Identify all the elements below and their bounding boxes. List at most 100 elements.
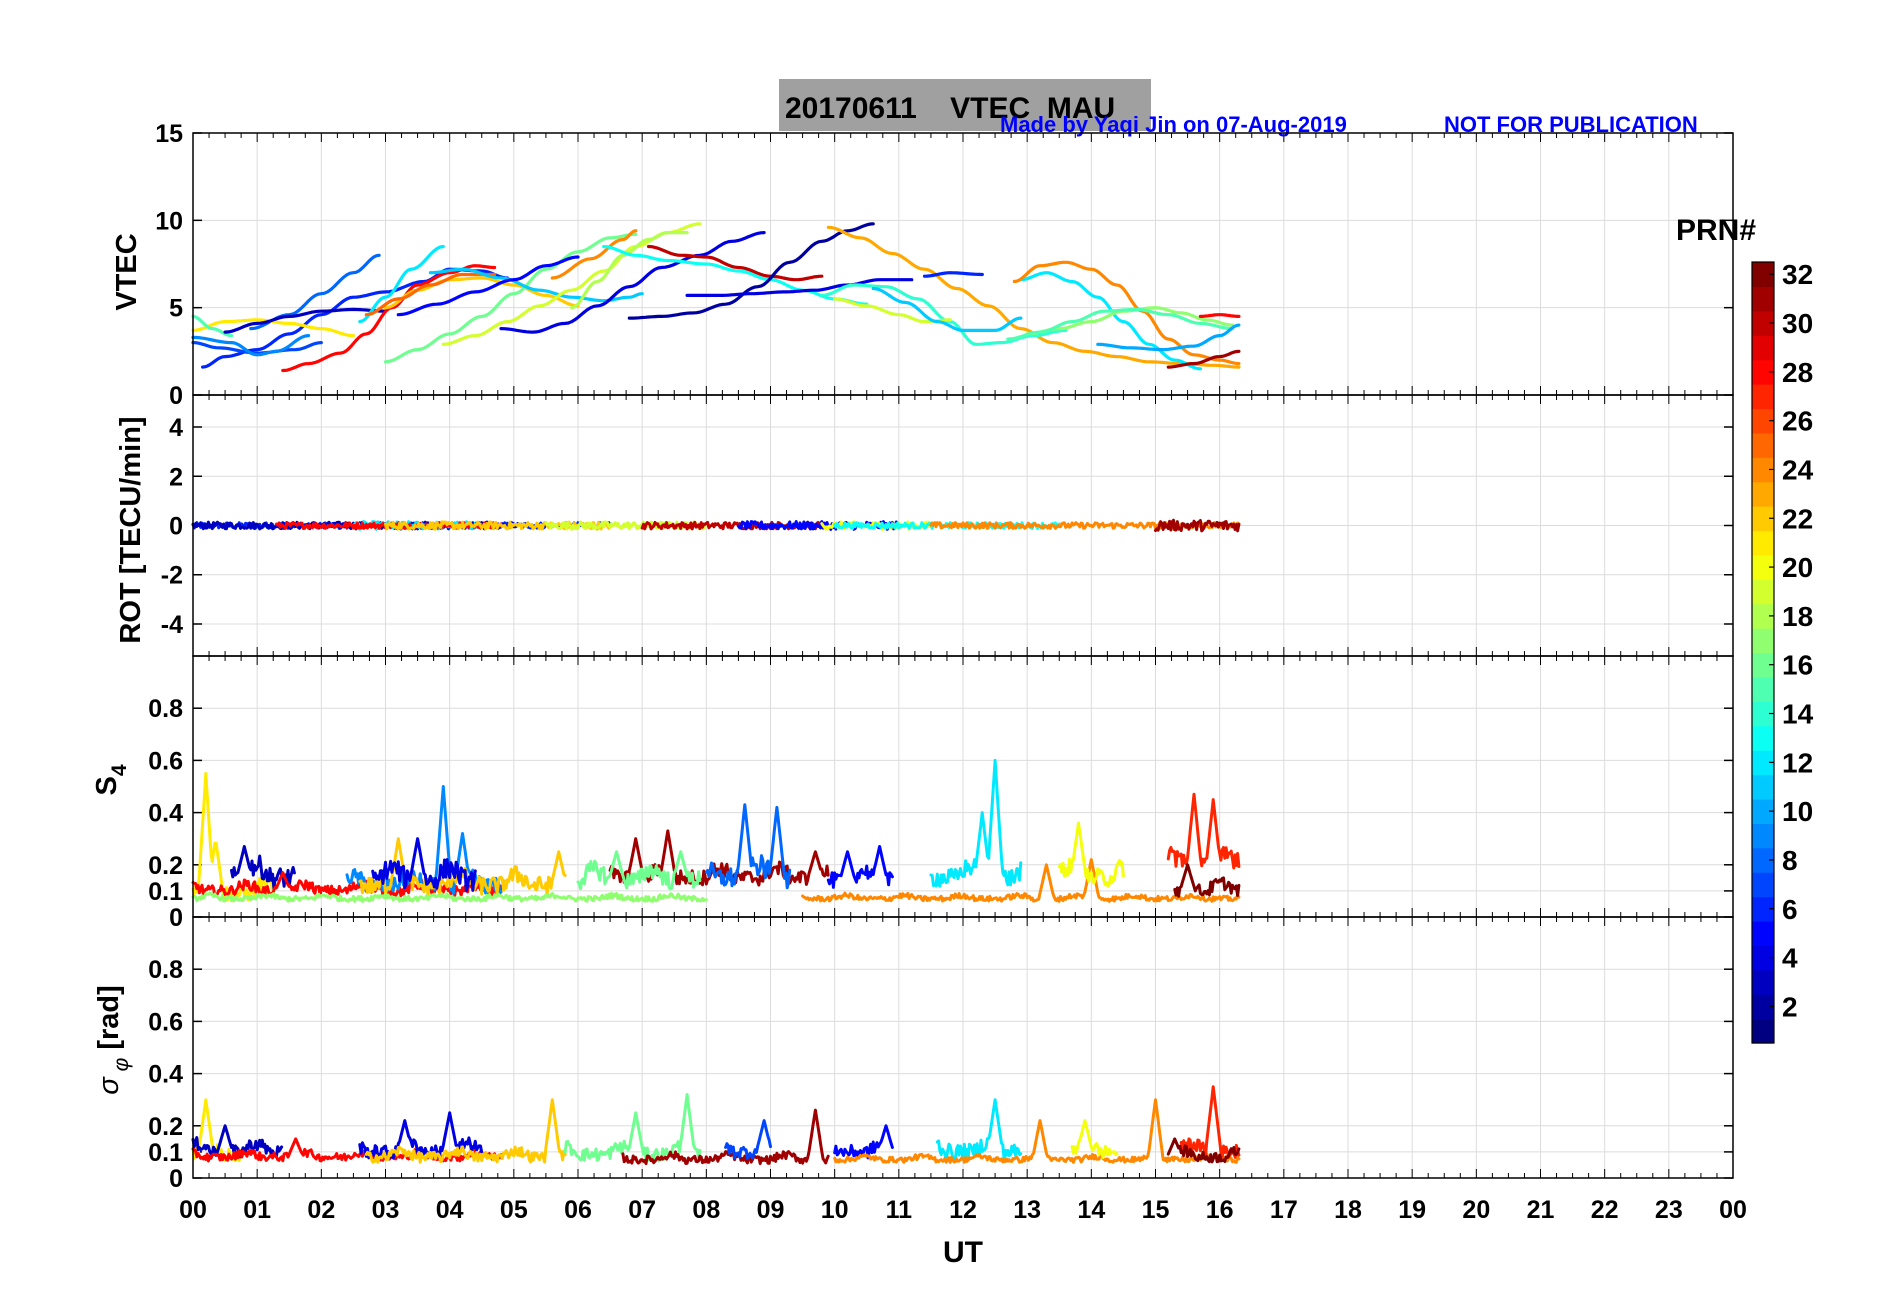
vtec-series-prn-9: [191, 334, 311, 357]
sigma_phi-ytick-label: 0.2: [148, 1113, 183, 1141]
colorbar-swatch-12: [1752, 750, 1774, 776]
colorbar-swatch-16: [1752, 652, 1774, 678]
s4-series-prn-24: [801, 858, 1241, 903]
colorbar-swatch-15: [1752, 676, 1774, 702]
colorbar-swatch-1: [1752, 1018, 1774, 1044]
x-tick-label: 04: [436, 1196, 464, 1224]
sigma_phi-ytick-label: 0: [169, 1165, 183, 1193]
s4-series-prn-8: [704, 803, 792, 890]
x-tick-label: 01: [243, 1196, 271, 1224]
s4-ytick-label: 0.8: [148, 695, 183, 723]
colorbar-swatch-21: [1752, 530, 1774, 556]
sigma_phi-ytick-label: 0.8: [148, 956, 183, 984]
sigma-phi-panel: 00.10.2 0.4 0.6 0.8: [148, 916, 1734, 1193]
s4-series-prn-12: [929, 758, 1023, 888]
rot-ytick-label: 0: [169, 513, 183, 541]
colorbar-swatch-28: [1752, 359, 1774, 385]
colorbar-title: PRN#: [1676, 214, 1756, 247]
vtec-series-prn-28: [1198, 313, 1241, 318]
vtec-series-prn-11: [428, 267, 644, 303]
x-tick-label: 02: [307, 1196, 335, 1224]
colorbar-swatch-31: [1752, 286, 1774, 312]
s4-ylabel: S4: [91, 764, 131, 795]
vtec-ytick-label: 10: [155, 207, 183, 235]
colorbar-tick-label: 32: [1782, 259, 1813, 290]
vtec-series-prn-11: [871, 286, 1023, 332]
vtec-series-prn-15: [191, 314, 234, 338]
s4-panel: 00.10.2 0.4 0.6 0.8: [148, 655, 1734, 932]
title-box: [779, 79, 1151, 131]
sigma-phi-ylabel: σ φ [rad]: [93, 985, 133, 1095]
x-tick-label: 15: [1142, 1196, 1170, 1224]
x-axis-ticks: 00 01 02 03 04 05 06 07 08 09 10 11 12 13 14 15 16 17 18 19…: [179, 1196, 1747, 1224]
colorbar-swatch-8: [1752, 847, 1774, 873]
x-tick-label: 03: [372, 1196, 400, 1224]
vtec-series-prn-7: [191, 341, 323, 355]
s4-series-prn-16: [576, 850, 702, 891]
vtec-panel: 0 5 10 15: [155, 120, 1734, 410]
colorbar-tick-label: 2: [1782, 991, 1798, 1022]
vtec-ytick-label: 5: [169, 295, 183, 323]
sigma_phi-series-prn-12: [935, 1098, 1023, 1162]
x-tick-label: 14: [1077, 1196, 1105, 1224]
vtec-series-prn-17: [1025, 306, 1235, 336]
vtec-series-prn-19: [441, 222, 702, 346]
x-tick-label: 13: [1013, 1196, 1041, 1224]
sigma_phi-series-prn-24: [833, 1098, 1241, 1164]
colorbar-swatch-7: [1752, 872, 1774, 898]
vtec-series-prn-25: [364, 272, 497, 317]
x-tick-label: 21: [1527, 1196, 1555, 1224]
vtec-series-prn-6: [922, 271, 984, 278]
colorbar-swatch-13: [1752, 725, 1774, 751]
sigma_phi-series-prn-16: [563, 1093, 702, 1163]
s4-ytick-label: 0.6: [148, 747, 183, 775]
s4-series-prn-3: [230, 845, 296, 890]
sigma_phi-series-prn-27: [1179, 1085, 1241, 1159]
colorbar-frame: [1751, 261, 1775, 1044]
rot-ytick-label: 4: [169, 414, 183, 442]
colorbar-tick-label: 12: [1782, 747, 1813, 778]
colorbar-swatch-5: [1752, 920, 1774, 946]
vtec-series-prn-4: [499, 231, 766, 334]
vtec-ytick-label: 0: [169, 382, 183, 410]
colorbar-tick-label: 4: [1782, 943, 1798, 974]
s4-series-prn-27: [1166, 792, 1241, 870]
colorbar-swatch-25: [1752, 432, 1774, 458]
vtec-series-prn-10: [1096, 323, 1241, 352]
x-tick-label: 19: [1398, 1196, 1426, 1224]
colorbar-swatch-9: [1752, 823, 1774, 849]
vtec-ytick-label: 15: [155, 120, 183, 148]
vtec-series-prn-24: [1012, 260, 1241, 366]
colorbar-tick-label: 28: [1782, 357, 1813, 388]
vtec-series-prn-30: [647, 244, 824, 282]
colorbar-tick-label: 16: [1782, 650, 1813, 681]
colorbar-swatch-24: [1752, 457, 1774, 483]
s4-series-prn-4: [371, 837, 477, 893]
s4-series-prn-28: [191, 871, 503, 898]
sigma_phi-ytick-label: 0.4: [148, 1061, 183, 1089]
vtec-series-prn-16: [383, 232, 638, 364]
sigma_phi-series-prn-32: [1166, 1137, 1241, 1164]
colorbar-swatch-3: [1752, 969, 1774, 995]
vtec-series-prn-4: [685, 278, 914, 297]
vtec-series-prn-21: [191, 318, 355, 338]
sigma_phi-ytick-label: 0.6: [148, 1008, 183, 1036]
colorbar-swatch-11: [1752, 774, 1774, 800]
colorbar-tick-label: 14: [1782, 699, 1814, 730]
colorbar-swatch-30: [1752, 310, 1774, 336]
chart-title: 20170611 VTEC MAU: [785, 92, 1115, 125]
colorbar-tick-label: 24: [1782, 454, 1814, 485]
colorbar-swatch-17: [1752, 628, 1774, 654]
colorbar-swatch-10: [1752, 798, 1774, 824]
sigma_phi-series-prn-5: [833, 1124, 894, 1160]
s4-ytick-label: 0.2: [148, 852, 183, 880]
x-tick-label: 05: [500, 1196, 528, 1224]
colorbar-swatch-2: [1752, 994, 1774, 1020]
x-tick-label: 00: [179, 1196, 207, 1224]
colorbar-tick-label: 8: [1782, 845, 1798, 876]
colorbar-swatch-20: [1752, 554, 1774, 580]
s4-ylabel-text: S4: [91, 764, 131, 795]
colorbar-tick-label: 30: [1782, 308, 1813, 339]
